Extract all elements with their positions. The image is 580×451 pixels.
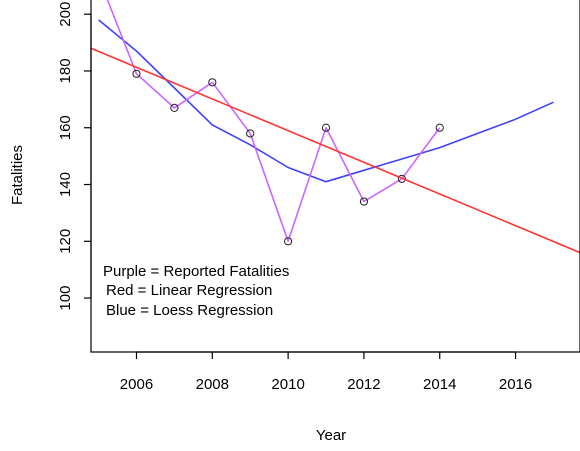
y-tick-label: 200 bbox=[57, 2, 74, 27]
y-axis-label: Fatalities bbox=[9, 145, 26, 205]
data-point bbox=[246, 129, 255, 138]
plot-frame bbox=[90, 0, 580, 353]
series-layer bbox=[91, 0, 580, 254]
y-axis: 100 120 140 160 180 200 bbox=[57, 2, 92, 311]
y-tick-label: 120 bbox=[57, 229, 74, 254]
x-tick-label: 2014 bbox=[423, 376, 456, 393]
y-tick-label: 140 bbox=[57, 172, 74, 197]
legend-line-reported: Purple = Reported Fatalities bbox=[103, 263, 289, 280]
x-tick-label: 2006 bbox=[120, 376, 153, 393]
x-tick-label: 2010 bbox=[271, 376, 304, 393]
data-point bbox=[359, 197, 369, 206]
data-point bbox=[132, 69, 141, 78]
data-point bbox=[208, 78, 217, 87]
x-tick-label: 2008 bbox=[196, 376, 229, 393]
data-point bbox=[170, 103, 179, 112]
x-tick-label: 2016 bbox=[499, 376, 532, 393]
loess-regression-line bbox=[98, 19, 554, 183]
linear-regression-line bbox=[91, 47, 580, 254]
y-tick-label: 100 bbox=[57, 286, 74, 311]
reported-fatalities-line bbox=[106, 0, 441, 243]
y-tick-label: 180 bbox=[57, 58, 74, 83]
legend-line-loess: Blue = Loess Regression bbox=[106, 302, 273, 319]
x-tick-label: 2012 bbox=[347, 376, 380, 393]
legend-annotation: Purple = Reported Fatalities Red = Linea… bbox=[103, 263, 289, 319]
x-axis-label: Year bbox=[316, 427, 346, 444]
data-point bbox=[435, 123, 444, 132]
data-point bbox=[321, 123, 331, 132]
data-point bbox=[284, 237, 293, 246]
x-axis: 2006 2008 2010 2012 2014 2016 bbox=[120, 351, 532, 393]
y-tick-label: 160 bbox=[57, 115, 74, 140]
legend-line-linear: Red = Linear Regression bbox=[106, 282, 272, 299]
